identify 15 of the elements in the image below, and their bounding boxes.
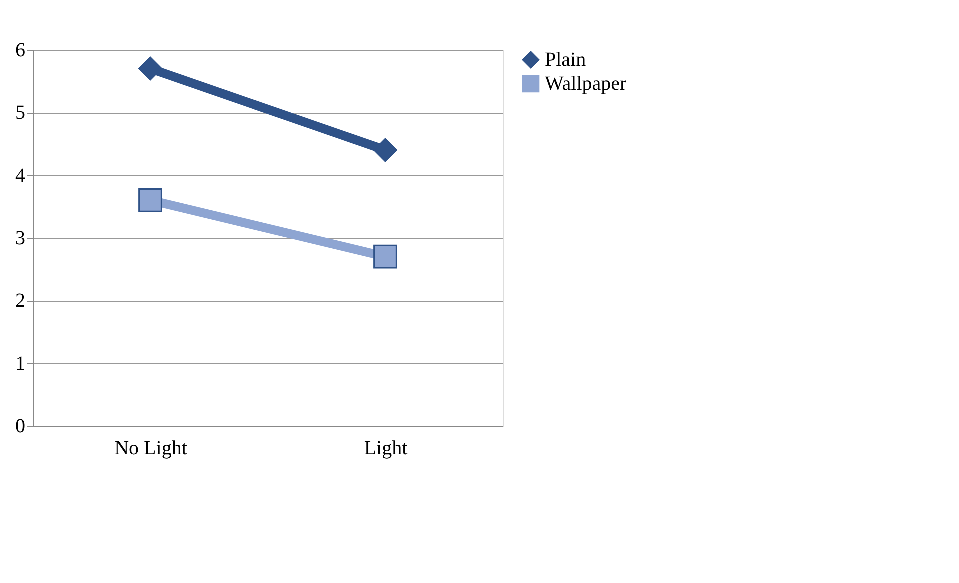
legend-label: Wallpaper bbox=[545, 73, 628, 95]
y-tick-label: 4 bbox=[16, 164, 26, 187]
y-tick-label: 6 bbox=[16, 40, 26, 62]
point bbox=[374, 244, 398, 269]
x-tick-label: Light bbox=[364, 438, 408, 460]
x-tick-label: No Light bbox=[114, 438, 188, 460]
y-tick-label: 1 bbox=[16, 352, 26, 375]
point bbox=[138, 188, 162, 212]
y-tick-label: 3 bbox=[16, 228, 26, 250]
legend-label: Plain bbox=[545, 49, 586, 71]
y-tick-label: 0 bbox=[16, 416, 26, 438]
point bbox=[138, 56, 162, 81]
point bbox=[374, 138, 398, 162]
y-tick-label: 5 bbox=[16, 102, 26, 124]
y-tick-label: 2 bbox=[16, 290, 26, 312]
